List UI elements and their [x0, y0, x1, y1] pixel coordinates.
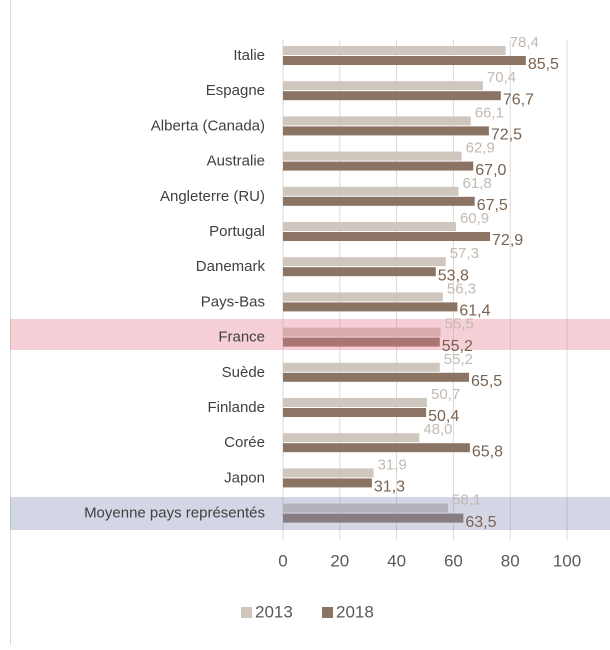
- bar: [283, 151, 462, 161]
- value-label: 50,7: [431, 386, 460, 403]
- bar: [283, 513, 464, 523]
- value-label: 70,4: [487, 69, 516, 86]
- category-label: Suède: [222, 364, 265, 381]
- highlight-band: [10, 497, 610, 530]
- bar: [283, 196, 475, 206]
- category-label: Pays-Bas: [201, 293, 265, 310]
- bar: [283, 56, 526, 65]
- category-label: Australie: [207, 153, 265, 170]
- value-label: 63,5: [465, 514, 496, 531]
- bar: [283, 468, 374, 478]
- bars: [283, 46, 526, 523]
- bar: [283, 433, 420, 443]
- bar: [283, 91, 501, 101]
- value-label: 57,3: [450, 245, 479, 262]
- legend-label: 2018: [336, 602, 374, 621]
- labels: 0 20 40 60 80 100 Italie 78,4 85,5 Espagne 70,4 76,…: [84, 34, 581, 622]
- legend-label: 2013: [255, 602, 293, 621]
- value-label: 67,0: [475, 162, 506, 179]
- bar: [283, 398, 427, 407]
- bar: [283, 478, 372, 488]
- bar: [283, 292, 443, 302]
- value-label: 60,9: [460, 210, 489, 227]
- value-label: 85,5: [528, 56, 559, 73]
- category-label: Corée: [224, 434, 265, 451]
- value-label: 65,8: [472, 443, 503, 460]
- value-label: 53,8: [438, 267, 469, 284]
- value-label: 50,4: [428, 408, 459, 425]
- category-label: Espagne: [206, 82, 265, 99]
- value-label: 58,1: [452, 492, 481, 509]
- value-label: 72,5: [491, 127, 522, 144]
- value-label: 48,0: [423, 421, 452, 438]
- bar: [283, 161, 474, 171]
- legend-swatch: [322, 607, 333, 618]
- x-tick-label: 100: [553, 551, 581, 570]
- category-label: Angleterre (RU): [160, 188, 265, 205]
- x-tick-label: 40: [387, 551, 406, 570]
- bar: [283, 116, 471, 126]
- value-label: 65,5: [471, 373, 502, 390]
- value-label: 62,9: [466, 140, 495, 157]
- value-label: 67,5: [477, 197, 508, 214]
- value-label: 31,3: [374, 479, 405, 496]
- category-label: France: [218, 329, 265, 346]
- category-label: Finlande: [207, 399, 265, 416]
- value-label: 55,5: [445, 316, 474, 333]
- bar: [283, 327, 441, 337]
- category-label: Portugal: [209, 223, 265, 240]
- bar: [283, 126, 489, 136]
- legend-swatch: [241, 607, 252, 618]
- value-label: 56,3: [447, 280, 476, 297]
- x-tick-label: 80: [501, 551, 520, 570]
- bar: [283, 81, 483, 91]
- value-label: 55,2: [444, 351, 473, 368]
- value-label: 61,4: [459, 303, 490, 320]
- bar: [283, 408, 427, 417]
- bar: [283, 257, 446, 267]
- value-label: 76,7: [503, 91, 534, 108]
- category-label: Alberta (Canada): [151, 117, 265, 134]
- bar: [283, 46, 506, 55]
- x-tick-label: 20: [330, 551, 349, 570]
- bar: [283, 503, 449, 513]
- category-label: Danemark: [196, 258, 266, 275]
- bar: [283, 267, 436, 277]
- x-tick-label: 60: [444, 551, 463, 570]
- x-tick-label: 0: [278, 551, 287, 570]
- value-label: 72,9: [492, 232, 523, 249]
- value-label: 78,4: [510, 34, 539, 51]
- value-label: 61,8: [463, 175, 492, 192]
- bar: [283, 232, 491, 241]
- bar: [283, 362, 440, 372]
- category-label: Japon: [224, 469, 265, 486]
- value-label: 55,2: [442, 338, 473, 355]
- bar: [283, 372, 470, 382]
- value-label: 66,1: [475, 104, 504, 121]
- value-label: 31,9: [378, 456, 407, 473]
- bar: [283, 186, 459, 196]
- highlight-band: [10, 319, 610, 350]
- category-label: Italie: [233, 47, 265, 64]
- bar: [283, 302, 458, 312]
- bar: [283, 337, 440, 347]
- bar: [283, 222, 456, 231]
- category-label: Moyenne pays représentés: [84, 505, 265, 522]
- bar: [283, 443, 470, 453]
